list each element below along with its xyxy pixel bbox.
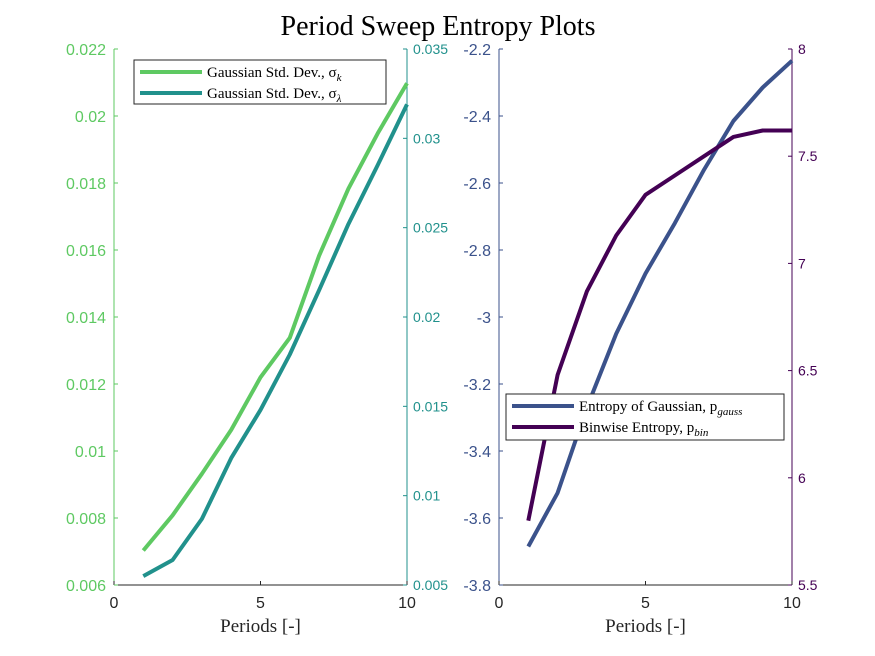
- y-tick-label-right: 0.02: [413, 309, 440, 325]
- x-tick-label: 5: [256, 595, 265, 612]
- x-tick-label: 5: [641, 595, 650, 612]
- x-tick-label: 10: [783, 595, 801, 612]
- y-tick-label-left: -2.2: [463, 42, 491, 59]
- y-tick-label-left: -3.8: [463, 578, 491, 595]
- y-tick-label-right: 0.01: [413, 488, 440, 504]
- y-tick-label-left: -3.2: [463, 377, 491, 394]
- y-tick-label-right: 0.035: [413, 41, 448, 57]
- series-line-2: [142, 103, 409, 578]
- legend: Gaussian Std. Dev., σk Gaussian Std. Dev.…: [133, 59, 387, 105]
- legend-box: [505, 393, 785, 441]
- y-tick-label-left: 0.022: [66, 42, 106, 59]
- y-tick-label-right: 0.03: [413, 130, 440, 146]
- y-tick-label-left: -2.8: [463, 243, 491, 260]
- y-tick-label-left: 0.008: [66, 511, 106, 528]
- series-line-1: [526, 59, 794, 548]
- x-axis-label: Periods [-]: [220, 616, 301, 637]
- y-tick-label-left: 0.016: [66, 243, 106, 260]
- x-tick-label: 0: [110, 595, 119, 612]
- y-tick-label-right: 0.025: [413, 220, 448, 236]
- y-tick-label-right: 5.5: [798, 577, 818, 593]
- legend-label: Gaussian Std. Dev., σk: [207, 65, 343, 84]
- legend-label: Entropy of Gaussian, pgauss: [579, 399, 742, 418]
- y-tick-label-left: -3.6: [463, 511, 491, 528]
- series-line-1: [141, 82, 409, 552]
- y-tick-label-right: 0.005: [413, 577, 448, 593]
- y-tick-label-right: 7.5: [798, 148, 818, 164]
- y-tick-label-left: -3.4: [463, 444, 491, 461]
- y-tick-label-left: 0.012: [66, 377, 106, 394]
- legend-box: [133, 59, 387, 105]
- y-tick-label-left: 0.014: [66, 310, 106, 327]
- y-tick-label-left: 0.018: [66, 176, 106, 193]
- legend-label: Gaussian Std. Dev., σλ: [207, 86, 342, 105]
- legend-label: Binwise Entropy, pbin: [579, 420, 709, 439]
- y-tick-label-left: 0.02: [75, 109, 106, 126]
- y-tick-label-left: 0.01: [75, 444, 106, 461]
- x-tick-label: 0: [495, 595, 504, 612]
- y-tick-label-left: -3: [477, 310, 491, 327]
- x-axis-label: Periods [-]: [605, 616, 686, 637]
- y-tick-label-left: -2.4: [463, 109, 491, 126]
- y-tick-label-right: 8: [798, 41, 806, 57]
- series-line-2: [526, 128, 792, 522]
- y-tick-label-right: 6.5: [798, 363, 818, 379]
- y-tick-label-right: 7: [798, 255, 806, 271]
- chart-title: Period Sweep Entropy Plots: [281, 11, 596, 42]
- x-tick-label: 10: [398, 595, 416, 612]
- panel-2: 0 5 10 Periods [-] -3.8 -3.6 -3.4 -3.2 -3 -2.8 -2.…: [463, 41, 817, 637]
- legend: Entropy of Gaussian, pgauss Binwise Entro…: [505, 393, 785, 441]
- y-tick-label-left: -2.6: [463, 176, 491, 193]
- y-tick-label-right: 6: [798, 470, 806, 486]
- panel-1: 0 5 10 Periods [-] 0.006 0.008 0.01 0.012 0.014 0…: [66, 41, 448, 637]
- y-tick-label-left: 0.006: [66, 578, 106, 595]
- y-tick-label-right: 0.015: [413, 398, 448, 414]
